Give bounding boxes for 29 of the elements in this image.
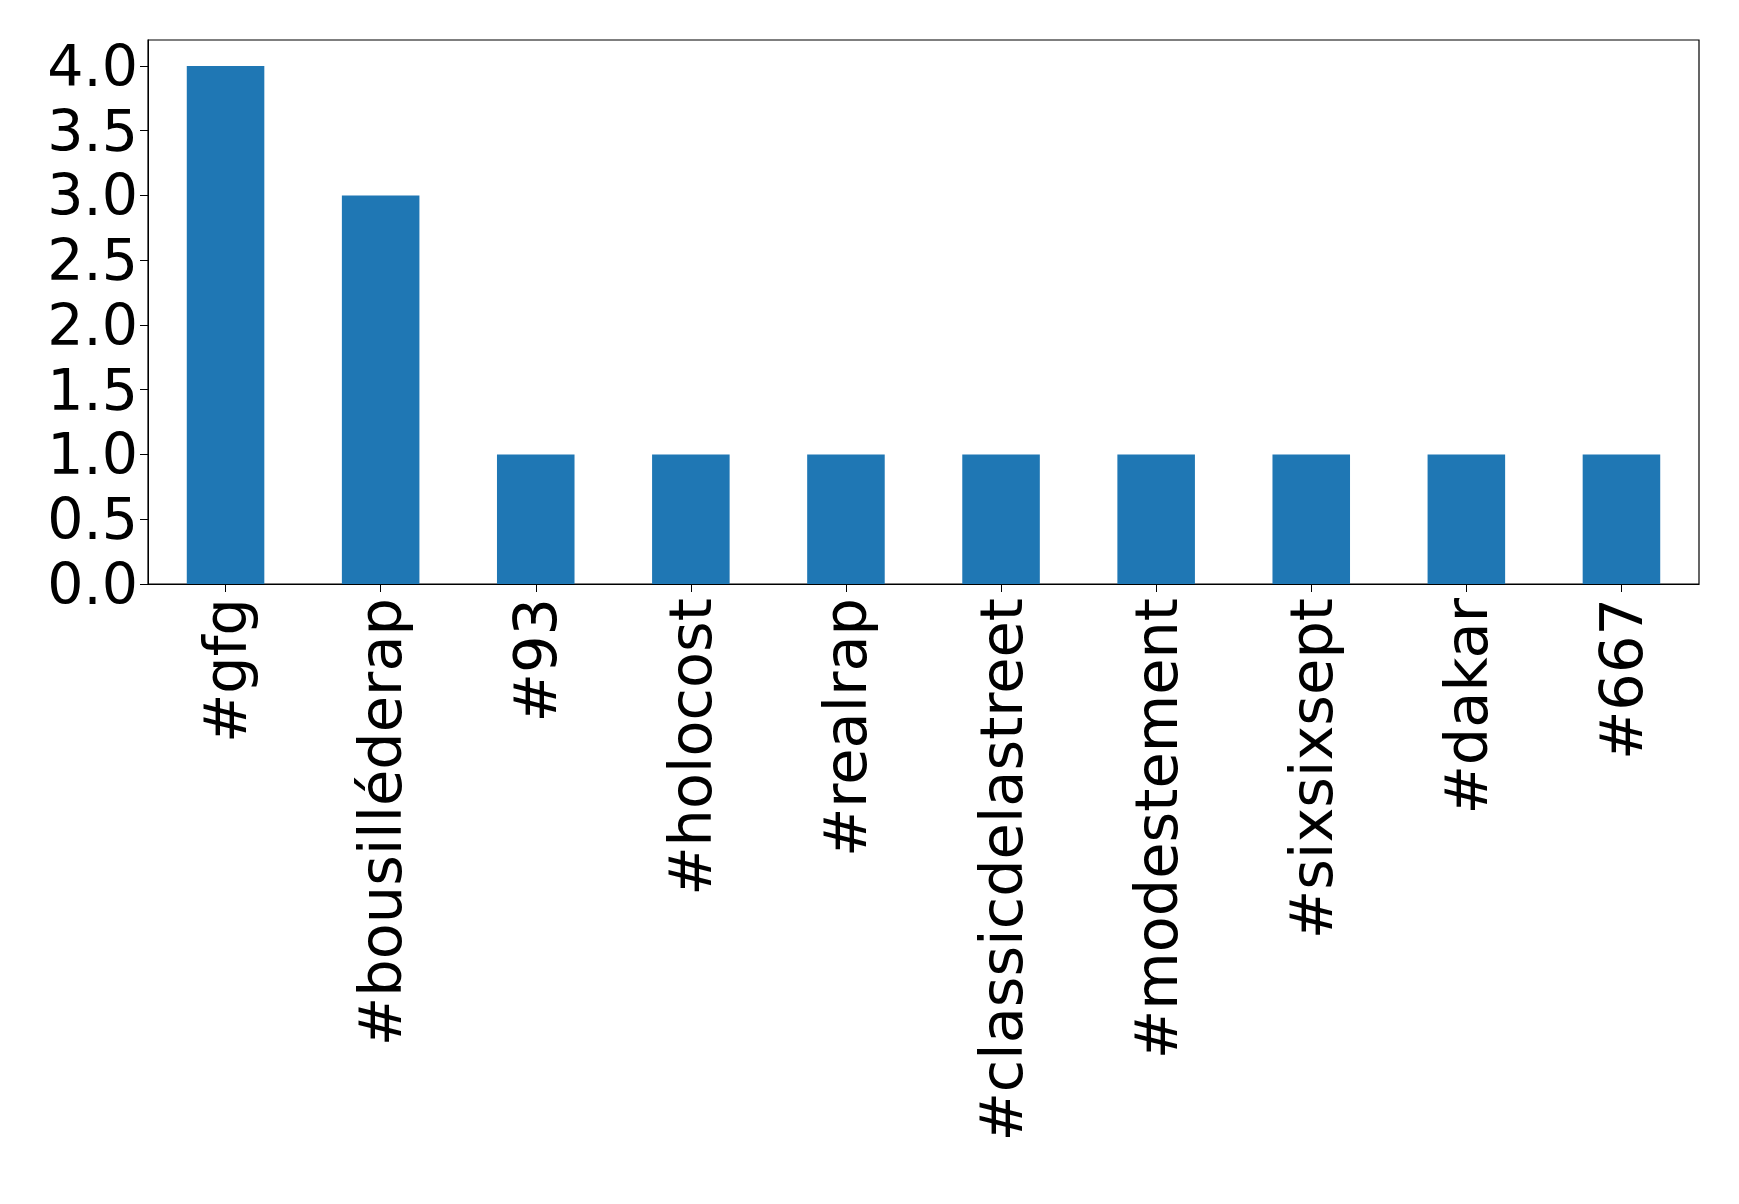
bar	[1272, 454, 1351, 584]
bar	[962, 454, 1040, 584]
y-tick-label: 4.0	[47, 32, 138, 99]
y-tick-label: 2.5	[47, 227, 138, 294]
y-tick-label: 2.0	[47, 291, 138, 358]
y-tick-label: 0.5	[47, 486, 138, 553]
x-tick-label: #667	[1586, 598, 1656, 761]
bar	[807, 454, 885, 584]
y-tick-label: 3.0	[47, 162, 138, 229]
x-tick-label: #realrap	[811, 598, 881, 858]
y-tick-label: 0.0	[47, 551, 138, 617]
x-tick-label: #93	[501, 598, 571, 723]
y-tick-label: 1.0	[47, 421, 138, 488]
x-tick-label: #dakar	[1431, 597, 1501, 815]
bar	[1117, 454, 1195, 584]
x-tick-label: #gfg	[191, 598, 261, 744]
x-tick-label: #classicdelastreet	[966, 598, 1036, 1142]
bar	[1427, 454, 1506, 584]
bar	[496, 454, 575, 584]
x-tick-label: #bousilléderap	[346, 598, 416, 1047]
x-tick-label: #modestement	[1121, 598, 1191, 1060]
x-tick-label: #holocost	[656, 598, 726, 896]
bar	[186, 65, 265, 584]
bar	[341, 195, 420, 584]
y-tick-label: 3.5	[47, 97, 138, 164]
bar	[1582, 454, 1661, 584]
x-tick-label: #sixsixsept	[1276, 598, 1346, 940]
y-tick-label: 1.5	[47, 356, 138, 423]
bar	[652, 454, 730, 584]
